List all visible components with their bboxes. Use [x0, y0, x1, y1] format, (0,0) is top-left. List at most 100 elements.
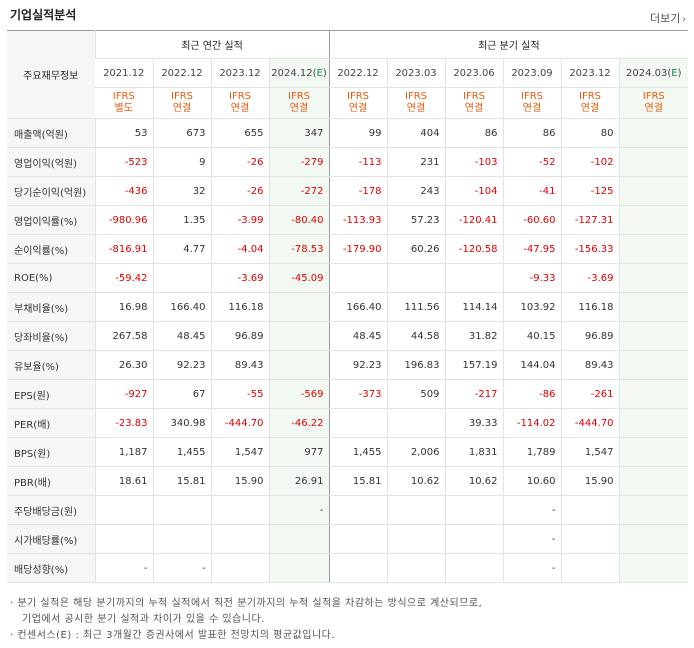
ifrs-header: IFRS 별도: [95, 87, 153, 119]
table-row: 매출액(억원) 53 673 655 347 99 404 86 86 80: [7, 118, 688, 148]
table-cell: -104: [444, 176, 503, 206]
table-cell: 267.58: [94, 321, 153, 351]
table-cell: 18.61: [94, 466, 153, 496]
table-cell: -436: [94, 176, 153, 206]
period-header: 2021.12: [95, 58, 153, 88]
table-cell: -120.58: [444, 234, 503, 264]
more-label: 더보기: [650, 12, 681, 25]
table-cell: -4.04: [210, 234, 269, 264]
table-cell: 673: [152, 118, 211, 148]
table-cell: 1,455: [328, 437, 387, 467]
period-header: 2023.12: [210, 58, 269, 88]
table-cell: -102: [560, 147, 619, 177]
table-cell: 347: [268, 118, 329, 148]
table-cell: -217: [444, 379, 503, 409]
table-cell: [328, 495, 387, 525]
table-cell: [618, 321, 688, 351]
table-cell: [618, 408, 688, 438]
table-row: PBR(배) 18.61 15.81 15.90 26.91 15.81 10.62 10.6…: [7, 466, 688, 496]
table-cell: [444, 263, 503, 293]
more-link[interactable]: 더보기 ›: [650, 10, 686, 26]
ifrs-header: IFRS 연결: [618, 87, 688, 119]
table-cell: [94, 495, 153, 525]
table-cell: -156.33: [560, 234, 619, 264]
table-cell: 16.98: [94, 292, 153, 322]
table-cell: -373: [328, 379, 387, 409]
table-cell: 15.81: [328, 466, 387, 496]
table-cell: 1,455: [152, 437, 211, 467]
ifrs-header: IFRS 연결: [560, 87, 619, 119]
row-label: 영업이익률(%): [7, 205, 95, 235]
table-cell: [618, 147, 688, 177]
table-cell: 92.23: [152, 350, 211, 380]
table-cell: -523: [94, 147, 153, 177]
period-header: 2022.12: [152, 58, 211, 88]
table-cell: -26: [210, 176, 269, 206]
table-cell: 116.18: [210, 292, 269, 322]
row-label: PER(배): [7, 408, 95, 438]
table-cell: [618, 350, 688, 380]
row-header: 주요재무정보: [7, 30, 95, 119]
table-cell: [152, 263, 211, 293]
table-cell: 4.77: [152, 234, 211, 264]
table-row: 당기순이익(억원) -436 32 -26 -272 -178 243 -104 -41 -125: [7, 176, 688, 206]
table-row: 영업이익률(%) -980.96 1.35 -3.99 -80.40 -113.93 57.…: [7, 205, 688, 235]
row-label: 부채비율(%): [7, 292, 95, 322]
table-cell: -444.70: [210, 408, 269, 438]
table-row: 시가배당률(%) -: [7, 524, 688, 554]
ifrs-header: IFRS 연결: [268, 87, 329, 119]
footnote-2: · 컨센서스(E) : 최근 3개월간 증권사에서 발표한 전망치의 평균값입니…: [10, 630, 336, 641]
table-cell: [618, 176, 688, 206]
table-row: 당좌비율(%) 267.58 48.45 96.89 48.45 44.58 31.82 40…: [7, 321, 688, 351]
row-label: 주당배당금(원): [7, 495, 95, 525]
table-cell: -59.42: [94, 263, 153, 293]
table-cell: -120.41: [444, 205, 503, 235]
table-cell: 1.35: [152, 205, 211, 235]
table-cell: 10.60: [502, 466, 561, 496]
table-cell: [268, 553, 329, 583]
table-cell: 15.90: [560, 466, 619, 496]
table-cell: -113.93: [328, 205, 387, 235]
table-cell: 243: [386, 176, 445, 206]
row-label: ROE(%): [7, 263, 95, 293]
table-cell: 166.40: [152, 292, 211, 322]
table-cell: [560, 524, 619, 554]
table-cell: -52: [502, 147, 561, 177]
table-cell: -927: [94, 379, 153, 409]
table-cell: 10.62: [444, 466, 503, 496]
table-cell: -45.09: [268, 263, 329, 293]
table-cell: [618, 466, 688, 496]
table-cell: 86: [444, 118, 503, 148]
table-cell: [618, 495, 688, 525]
table-cell: -26: [210, 147, 269, 177]
table-cell: [618, 553, 688, 583]
table-cell: -125: [560, 176, 619, 206]
table-cell: 111.56: [386, 292, 445, 322]
row-label: BPS(원): [7, 437, 95, 467]
table-cell: 32: [152, 176, 211, 206]
footnote-1: · 분기 실적은 해당 분기까지의 누적 실적에서 직전 분기까지의 누적 실적…: [10, 598, 483, 609]
table-cell: [152, 524, 211, 554]
table-cell: 89.43: [560, 350, 619, 380]
table-cell: -47.95: [502, 234, 561, 264]
table-cell: 31.82: [444, 321, 503, 351]
table-cell: -60.60: [502, 205, 561, 235]
table-cell: [618, 437, 688, 467]
table-cell: [618, 263, 688, 293]
row-label: 유보율(%): [7, 350, 95, 380]
period-header: 2022.12: [328, 58, 387, 88]
period-header: 2023.03: [386, 58, 445, 88]
row-label: 매출액(억원): [7, 118, 95, 148]
table-cell: [618, 524, 688, 554]
table-cell: -: [502, 495, 561, 525]
table-cell: -113: [328, 147, 387, 177]
table-cell: [210, 524, 269, 554]
ifrs-header: IFRS 연결: [328, 87, 387, 119]
period-header: 2023.09: [502, 58, 561, 88]
table-cell: 116.18: [560, 292, 619, 322]
table-cell: [618, 379, 688, 409]
table-cell: -114.02: [502, 408, 561, 438]
table-cell: -: [94, 553, 153, 583]
ifrs-header: IFRS 연결: [444, 87, 503, 119]
chevron-right-icon: ›: [682, 15, 686, 25]
